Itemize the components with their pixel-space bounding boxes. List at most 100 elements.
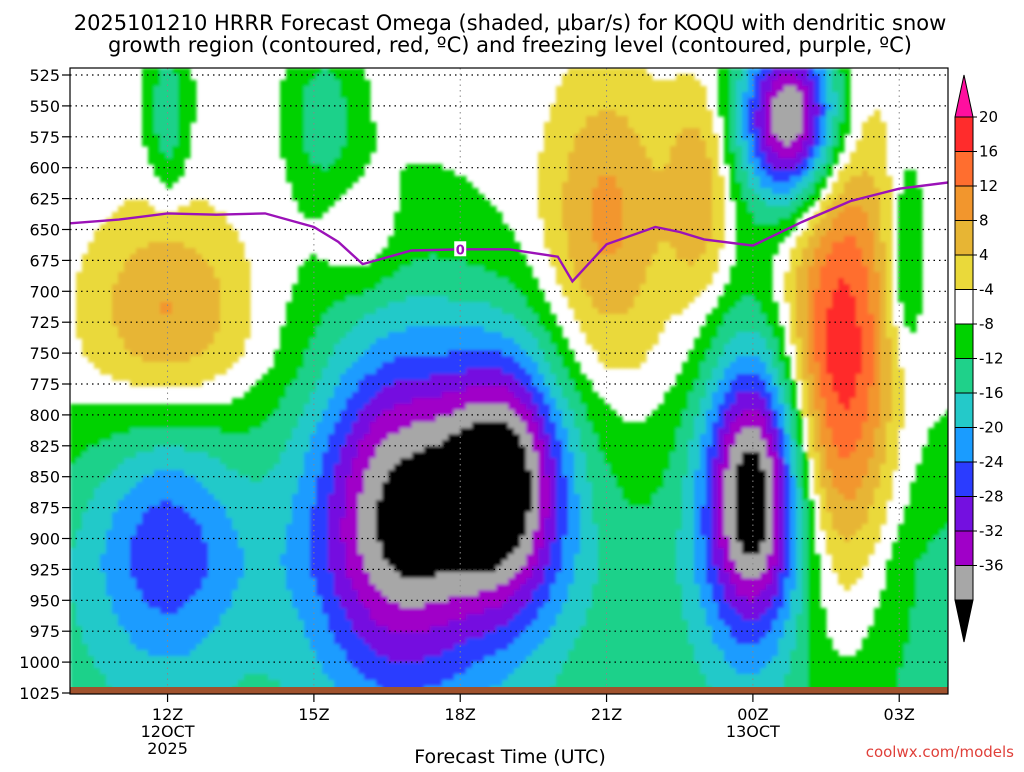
- omega-cell: [82, 260, 89, 267]
- omega-cell: [208, 626, 215, 633]
- omega-cell: [322, 536, 329, 543]
- omega-cell: [100, 638, 107, 645]
- omega-cell: [94, 338, 101, 345]
- omega-cell: [418, 452, 425, 459]
- omega-cell: [160, 578, 167, 585]
- omega-cell: [316, 434, 323, 441]
- omega-cell: [328, 404, 335, 411]
- omega-cell: [118, 224, 125, 231]
- omega-cell: [214, 572, 221, 579]
- omega-cell: [328, 608, 335, 615]
- omega-cell: [124, 476, 131, 483]
- omega-cell: [196, 410, 203, 417]
- omega-cell: [274, 410, 281, 417]
- omega-cell: [220, 602, 227, 609]
- omega-cell: [382, 470, 389, 477]
- omega-cell: [328, 656, 335, 663]
- omega-cell: [322, 494, 329, 501]
- omega-cell: [352, 500, 359, 507]
- omega-cell: [184, 104, 191, 111]
- omega-cell: [382, 356, 389, 363]
- omega-cell: [148, 584, 155, 591]
- omega-cell: [388, 248, 395, 255]
- omega-cell: [202, 524, 209, 531]
- omega-cell: [298, 602, 305, 609]
- omega-cell: [148, 530, 155, 537]
- omega-cell: [430, 248, 437, 255]
- omega-cell: [424, 626, 431, 633]
- omega-cell: [70, 566, 77, 573]
- omega-cell: [118, 428, 125, 435]
- omega-cell: [256, 488, 263, 495]
- omega-cell: [130, 212, 137, 219]
- omega-cell: [100, 464, 107, 471]
- omega-cell: [268, 584, 275, 591]
- omega-cell: [334, 572, 341, 579]
- omega-cell: [286, 452, 293, 459]
- omega-cell: [238, 500, 245, 507]
- omega-cell: [118, 242, 125, 249]
- omega-cell: [76, 542, 83, 549]
- omega-cell: [238, 302, 245, 309]
- omega-cell: [166, 218, 173, 225]
- omega-cell: [124, 266, 131, 273]
- omega-cell: [340, 548, 347, 555]
- omega-cell: [376, 680, 383, 687]
- omega-cell: [418, 440, 425, 447]
- omega-cell: [256, 662, 263, 669]
- omega-cell: [178, 536, 185, 543]
- omega-cell: [226, 680, 233, 687]
- omega-cell: [100, 608, 107, 615]
- omega-cell: [298, 452, 305, 459]
- omega-cell: [202, 416, 209, 423]
- omega-cell: [70, 440, 77, 447]
- omega-cell: [328, 80, 335, 87]
- omega-cell: [178, 464, 185, 471]
- omega-cell: [142, 656, 149, 663]
- omega-cell: [316, 404, 323, 411]
- omega-cell: [124, 212, 131, 219]
- omega-cell: [340, 416, 347, 423]
- omega-cell: [256, 386, 263, 393]
- omega-cell: [394, 488, 401, 495]
- omega-cell: [166, 650, 173, 657]
- omega-cell: [184, 644, 191, 651]
- omega-cell: [268, 374, 275, 381]
- omega-cell: [208, 464, 215, 471]
- omega-cell: [340, 464, 347, 471]
- omega-cell: [250, 494, 257, 501]
- omega-cell: [400, 644, 407, 651]
- omega-cell: [352, 614, 359, 621]
- omega-cell: [136, 584, 143, 591]
- omega-cell: [166, 500, 173, 507]
- omega-cell: [190, 530, 197, 537]
- omega-cell: [214, 308, 221, 315]
- omega-cell: [364, 296, 371, 303]
- omega-cell: [82, 290, 89, 297]
- omega-cell: [394, 398, 401, 405]
- omega-cell: [166, 254, 173, 261]
- omega-cell: [436, 278, 443, 285]
- omega-cell: [130, 536, 137, 543]
- omega-cell: [358, 98, 365, 105]
- omega-cell: [232, 584, 239, 591]
- omega-cell: [262, 656, 269, 663]
- omega-cell: [304, 320, 311, 327]
- omega-cell: [316, 518, 323, 525]
- omega-cell: [382, 368, 389, 375]
- omega-cell: [370, 362, 377, 369]
- omega-cell: [148, 320, 155, 327]
- omega-cell: [286, 488, 293, 495]
- omega-cell: [334, 482, 341, 489]
- omega-cell: [322, 512, 329, 519]
- omega-cell: [280, 644, 287, 651]
- omega-cell: [214, 494, 221, 501]
- omega-cell: [232, 338, 239, 345]
- omega-cell: [82, 590, 89, 597]
- omega-cell: [112, 362, 119, 369]
- omega-cell: [148, 644, 155, 651]
- omega-cell: [424, 368, 431, 375]
- omega-cell: [304, 398, 311, 405]
- omega-cell: [172, 302, 179, 309]
- omega-cell: [196, 224, 203, 231]
